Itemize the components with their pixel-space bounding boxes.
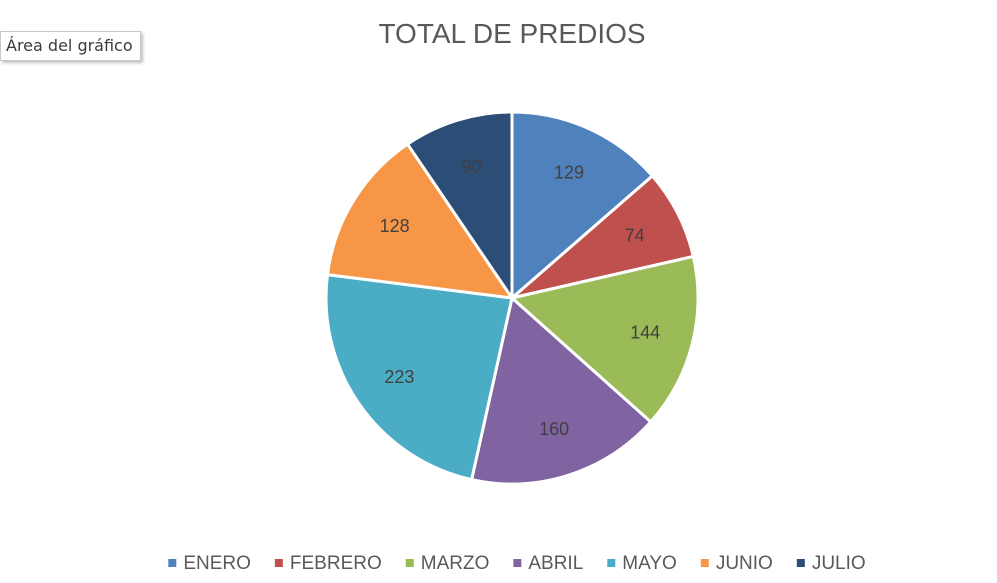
pie-slice-junio[interactable]: [325, 142, 514, 300]
legend-label-junio[interactable]: JUNIO: [716, 553, 773, 574]
pie-slice-enero[interactable]: [510, 110, 654, 300]
pie-slice-abril[interactable]: [470, 296, 653, 486]
data-label-enero: 129: [554, 163, 584, 183]
legend-swatch-febrero[interactable]: [274, 559, 283, 567]
legend-swatch-abril[interactable]: [513, 559, 522, 567]
pie-slice-julio[interactable]: [406, 110, 514, 300]
legend[interactable]: ENERO FEBRERO MARZO ABRIL MAYO JUNIO JULIO: [168, 553, 866, 574]
legend-label-julio[interactable]: JULIO: [812, 553, 866, 574]
data-labels: 129 74 144 160 223 128 90: [380, 156, 661, 439]
legend-swatch-julio[interactable]: [796, 559, 805, 567]
legend-swatch-enero[interactable]: [168, 559, 177, 567]
pie-slice-febrero[interactable]: [510, 174, 695, 300]
legend-label-febrero[interactable]: FEBRERO: [290, 553, 382, 574]
legend-swatch-junio[interactable]: [700, 559, 709, 567]
legend-label-abril[interactable]: ABRIL: [528, 553, 583, 574]
legend-swatch-marzo[interactable]: [405, 559, 414, 567]
legend-swatch-mayo[interactable]: [607, 559, 616, 567]
pie-slice-mayo[interactable]: [324, 273, 514, 482]
legend-label-mayo[interactable]: MAYO: [622, 553, 677, 574]
legend-label-marzo[interactable]: MARZO: [421, 553, 490, 574]
chart-area-tooltip: Área del gráfico: [0, 31, 141, 61]
pie-slice-marzo[interactable]: [510, 254, 700, 424]
pie-slices[interactable]: [324, 110, 700, 486]
data-label-abril: 160: [539, 419, 569, 439]
data-label-junio: 128: [380, 216, 410, 236]
chart-title: TOTAL DE PREDIOS: [378, 18, 645, 49]
data-label-febrero: 74: [625, 226, 645, 246]
data-label-mayo: 223: [384, 367, 414, 387]
data-label-marzo: 144: [630, 322, 660, 342]
data-label-julio: 90: [462, 156, 482, 176]
legend-label-enero[interactable]: ENERO: [183, 553, 251, 574]
